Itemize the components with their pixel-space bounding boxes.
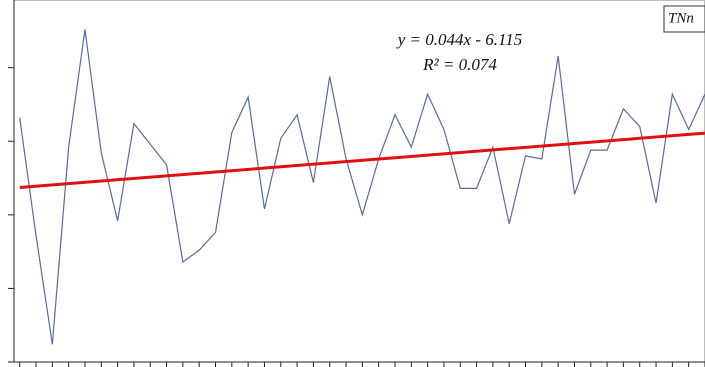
data-line	[19, 29, 705, 345]
plot-frame	[13, 0, 705, 363]
legend-box	[663, 5, 705, 33]
trend-equation: y = 0.044x - 6.115	[396, 30, 522, 49]
legend-label: TNn	[668, 10, 694, 26]
trend-line	[19, 131, 705, 189]
r-squared: R² = 0.074	[422, 55, 497, 74]
